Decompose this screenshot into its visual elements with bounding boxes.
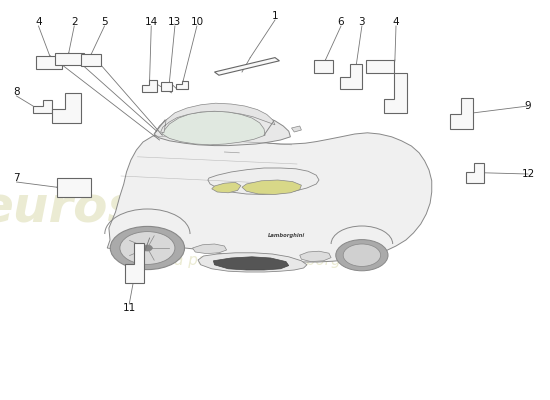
Text: 14: 14 [145,17,158,27]
Polygon shape [300,251,331,262]
Text: eurospares: eurospares [0,184,295,232]
Polygon shape [340,64,362,89]
FancyBboxPatch shape [314,60,333,73]
Text: 2: 2 [71,17,78,27]
Text: 1: 1 [272,11,278,21]
Polygon shape [214,58,279,75]
Polygon shape [142,80,157,92]
Text: 4: 4 [393,17,399,27]
FancyBboxPatch shape [36,56,62,69]
Polygon shape [154,110,290,146]
Ellipse shape [343,244,381,266]
FancyBboxPatch shape [81,54,101,66]
FancyBboxPatch shape [55,53,84,65]
Polygon shape [384,73,407,113]
Polygon shape [450,98,473,129]
Polygon shape [162,111,265,145]
Text: Lamborghini: Lamborghini [267,233,305,238]
Polygon shape [192,244,227,254]
Ellipse shape [142,245,152,251]
Text: 11: 11 [123,303,136,313]
Text: 10: 10 [190,17,204,27]
Text: a passion for lamborghinis: a passion for lamborghinis [174,252,376,268]
FancyBboxPatch shape [366,60,394,73]
Text: 7: 7 [13,173,20,183]
Ellipse shape [110,226,185,270]
FancyBboxPatch shape [57,178,91,197]
Polygon shape [33,100,52,113]
Polygon shape [212,182,241,193]
Polygon shape [176,81,188,89]
Text: 12: 12 [521,169,535,179]
Text: 8: 8 [13,87,20,97]
Ellipse shape [336,240,388,271]
Polygon shape [242,180,301,194]
Ellipse shape [120,232,175,264]
Polygon shape [213,257,289,270]
Polygon shape [292,126,301,132]
Polygon shape [198,253,307,272]
Polygon shape [107,130,432,262]
Text: 6: 6 [338,17,344,27]
Polygon shape [208,168,319,194]
Text: 4: 4 [35,17,42,27]
Polygon shape [125,243,144,283]
Text: 3: 3 [359,17,365,27]
Text: 5: 5 [101,17,108,27]
Text: 13: 13 [168,17,182,27]
Polygon shape [161,103,275,133]
FancyBboxPatch shape [161,82,172,91]
Polygon shape [52,93,81,123]
Polygon shape [466,163,484,183]
Text: 9: 9 [525,101,531,111]
